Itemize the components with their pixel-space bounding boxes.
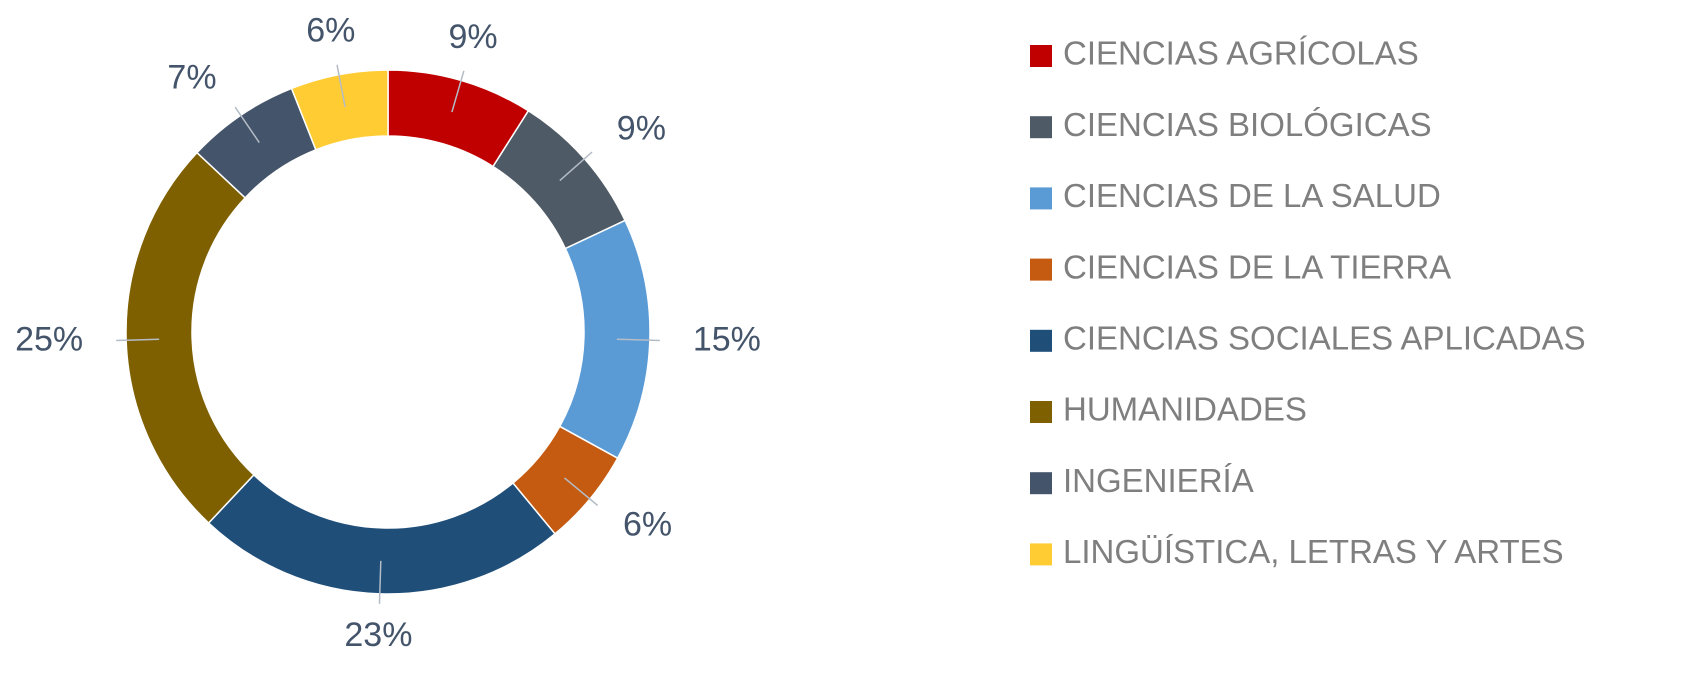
data-label: 15% xyxy=(693,321,761,359)
legend-swatch xyxy=(1030,187,1052,210)
legend-swatch xyxy=(1030,329,1052,352)
data-label: 7% xyxy=(167,59,216,97)
data-label: 9% xyxy=(617,109,666,147)
legend-swatch xyxy=(1030,116,1052,139)
donut-segment xyxy=(207,473,557,595)
donut-segment xyxy=(290,69,389,151)
donut-segment xyxy=(125,151,255,525)
data-label: 23% xyxy=(344,616,412,654)
legend-label: CIENCIAS DE LA TIERRA xyxy=(1063,248,1451,285)
legend-swatch xyxy=(1030,401,1052,423)
leader-line xyxy=(616,338,660,342)
leader-line xyxy=(559,151,593,182)
data-label: 6% xyxy=(623,505,672,543)
leader-line xyxy=(563,477,599,506)
leader-line xyxy=(336,64,346,108)
legend-label: CIENCIAS SOCIALES APLICADAS xyxy=(1063,320,1586,357)
legend-label: CIENCIAS BIOLÓGICAS xyxy=(1063,106,1432,143)
legend-swatch xyxy=(1030,45,1052,67)
legend-swatch xyxy=(1030,543,1052,566)
data-label: 6% xyxy=(306,11,355,49)
legend-swatch xyxy=(1030,472,1052,495)
legend-label: CIENCIAS DE LA SALUD xyxy=(1063,177,1441,214)
legend-swatch xyxy=(1030,258,1052,281)
legend-label: CIENCIAS AGRÍCOLAS xyxy=(1063,35,1419,72)
leader-line xyxy=(234,106,260,144)
legend-label: HUMANIDADES xyxy=(1063,391,1307,428)
leader-line xyxy=(116,338,160,342)
legend-label: INGENIERÍA xyxy=(1063,462,1254,499)
data-label: 25% xyxy=(15,321,83,359)
data-label: 9% xyxy=(449,18,498,56)
leader-line xyxy=(378,560,382,604)
legend-label: LINGÜÍSTICA, LETRAS Y ARTES xyxy=(1063,533,1564,570)
leader-line xyxy=(451,70,465,113)
